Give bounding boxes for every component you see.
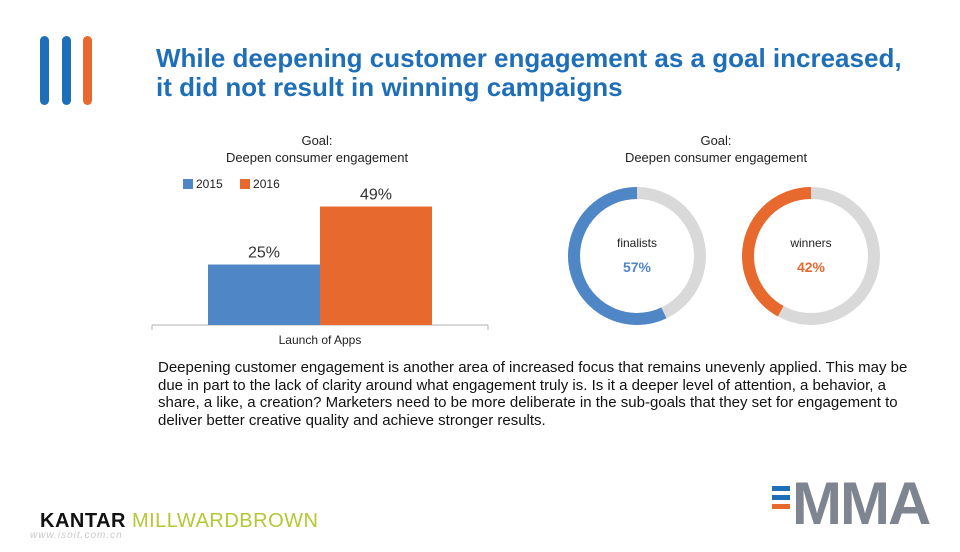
mma-logo-text: MMA	[792, 470, 931, 537]
donut-segment-finalists	[568, 187, 706, 325]
legend-swatch-2015	[183, 179, 193, 189]
bar-chart-title-line-2: Deepen consumer engagement	[225, 150, 409, 165]
kantar-logo-text: KANTAR	[40, 510, 126, 532]
donut-chart-title-line-2: Deepen consumer engagement	[624, 150, 808, 165]
legend-swatch-2016	[240, 179, 251, 189]
donut-label-winners: winners	[789, 236, 831, 250]
header-decoration-bars	[40, 36, 92, 105]
kantar-millwardbrown-logo: KANTAR MILLWARDBROWN	[40, 510, 318, 533]
bar-data-label-2016: 49%	[360, 187, 392, 204]
bar-2015	[208, 264, 320, 325]
donut-chart-title: Goal: Deepen consumer engagement	[566, 132, 866, 166]
bar-chart-legend: 2015 2016	[183, 177, 294, 191]
legend-item-2015: 2015	[183, 177, 226, 191]
bar-chart-title: Goal: Deepen consumer engagement	[152, 132, 482, 166]
mma-logo-mark	[772, 486, 790, 509]
donut-label-finalists: finalists	[617, 236, 657, 250]
donut-value-finalists: 57%	[623, 259, 652, 275]
legend-label-2016: 2016	[253, 177, 280, 191]
bar-data-label-2015: 25%	[248, 245, 280, 262]
bar-chart-title-line-1: Goal:	[301, 133, 333, 148]
donut-chart-title-line-1: Goal:	[700, 133, 732, 148]
bar-category-label: Launch of Apps	[279, 333, 362, 347]
donut-value-winners: 42%	[797, 259, 826, 275]
legend-label-2015: 2015	[196, 177, 223, 191]
donut-segment-winners	[742, 187, 880, 325]
body-paragraph: Deepening customer engagement is another…	[158, 359, 908, 429]
watermark-text: www.isoit.com.cn	[30, 530, 123, 541]
millwardbrown-logo-text: MILLWARDBROWN	[131, 510, 319, 532]
legend-item-2016: 2016	[240, 177, 280, 191]
bar-2016	[320, 206, 432, 325]
slide-title: While deepening customer engagement as a…	[156, 43, 902, 102]
